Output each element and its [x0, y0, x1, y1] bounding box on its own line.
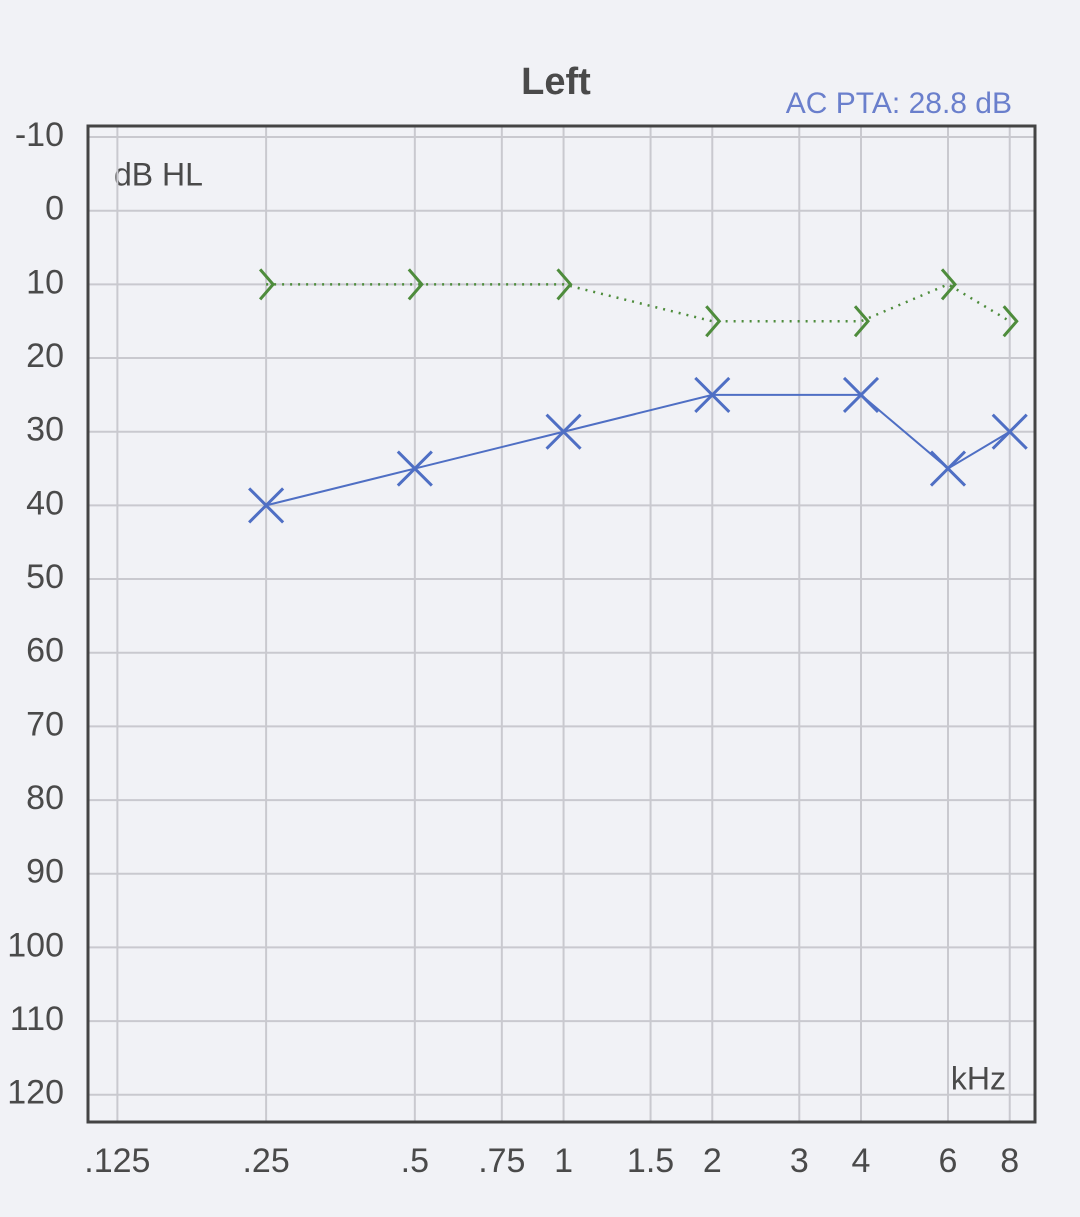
x-axis-label: kHz — [951, 1060, 1006, 1096]
bc-marker — [705, 305, 722, 338]
ac-marker — [929, 450, 967, 487]
ac-marker — [248, 487, 285, 524]
plot-frame — [86, 124, 1037, 1124]
ac-marker — [694, 376, 731, 413]
x-tick-label: 3 — [790, 1142, 809, 1180]
x-tick-label: 6 — [939, 1142, 958, 1180]
threshold-line — [266, 282, 1011, 323]
y-tick-label: 10 — [26, 263, 64, 301]
y-tick-label: 100 — [7, 926, 64, 964]
bc-marker — [258, 268, 276, 301]
chart-title: Left — [521, 61, 591, 103]
ac-marker — [396, 450, 433, 487]
y-tick-label: 80 — [26, 779, 64, 817]
x-tick-label: 1.5 — [627, 1142, 674, 1180]
y-tick-label: 0 — [45, 190, 64, 228]
bc-marker — [556, 268, 573, 301]
bc-marker — [853, 305, 870, 338]
y-tick-label: 70 — [26, 705, 64, 743]
bc-marker — [1002, 305, 1019, 338]
bc-marker — [407, 268, 424, 301]
x-tick-label: 1 — [554, 1142, 573, 1180]
y-tick-label: 50 — [26, 558, 64, 596]
ac-marker — [545, 413, 582, 450]
y-tick-label: 30 — [26, 411, 64, 449]
y-tick-label: -10 — [15, 116, 64, 154]
y-tick-label: 110 — [10, 1000, 64, 1038]
x-tick-label: 4 — [852, 1142, 871, 1180]
y-tick-label: 120 — [7, 1074, 64, 1112]
x-tick-label: .5 — [401, 1142, 429, 1180]
bc-marker — [940, 268, 957, 301]
x-tick-label: .125 — [84, 1142, 150, 1180]
ac-marker — [991, 413, 1028, 450]
ac-marker — [842, 376, 880, 413]
x-tick-label: 8 — [1000, 1142, 1019, 1180]
x-tick-label: 2 — [703, 1142, 722, 1180]
y-tick-label: 20 — [26, 337, 64, 375]
y-tick-label: 60 — [26, 632, 64, 670]
pta-annotation: AC PTA: 28.8 dB — [786, 87, 1012, 120]
y-tick-label: 40 — [26, 484, 64, 522]
y-tick-label: 90 — [26, 853, 64, 891]
x-tick-label: .75 — [478, 1142, 525, 1180]
x-tick-label: .25 — [242, 1142, 289, 1180]
y-axis-label: dB HL — [114, 156, 203, 192]
threshold-line — [265, 393, 1011, 507]
